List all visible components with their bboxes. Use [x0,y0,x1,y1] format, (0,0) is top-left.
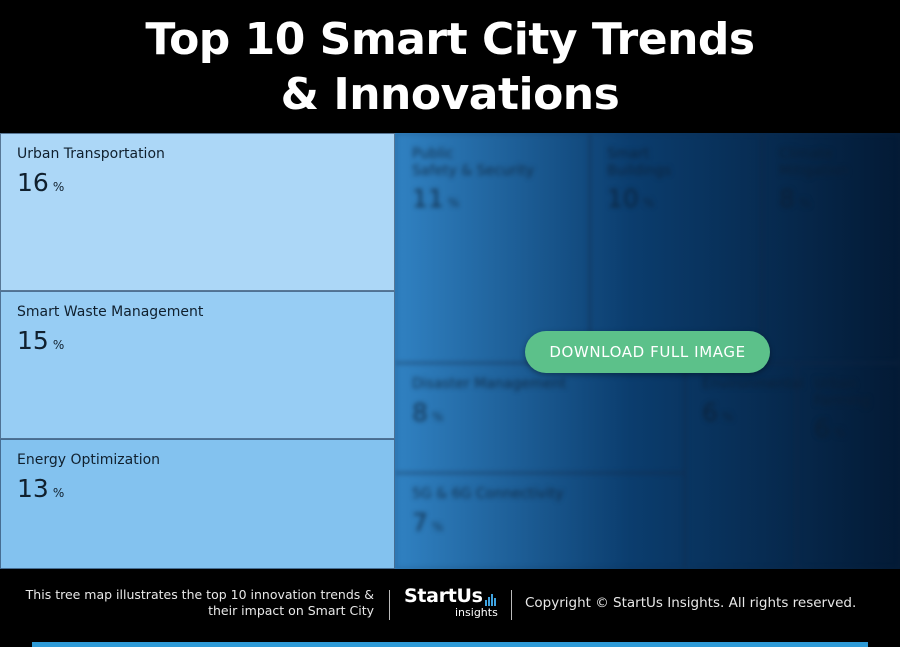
treemap-tile-disaster-management: Disaster Management 8% [395,363,685,473]
tile-label: Disaster Management [412,376,567,392]
treemap-tile-smart-waste-management: Smart Waste Management 15% [0,291,395,439]
tile-value-number: 16 [17,168,49,197]
treemap-tile-environmental: Environmental 6% [685,363,804,569]
tile-value-number: 7 [412,508,428,537]
description-line-1: This tree map illustrates the top 10 inn… [25,587,374,602]
tile-label: Smart Waste Management [17,304,204,320]
logo-subtitle: insights [455,606,498,619]
tile-value: 8% [412,398,443,432]
tile-value: 13% [17,474,64,508]
tile-value-number: 6 [702,398,718,427]
tile-value: 6% [702,398,733,432]
footer-divider-right [511,590,512,620]
tile-value: 10% [607,184,654,218]
tile-value: 6% [814,414,845,448]
header: Top 10 Smart City Trends & Innovations [0,0,900,133]
tile-value-unit: % [52,338,65,352]
bar-chart-icon [484,587,497,606]
tile-value: 7% [412,508,443,542]
tile-label: Smart Buildings [607,146,672,179]
tile-label: Environmental [702,376,804,392]
tile-value-unit: % [431,520,444,534]
tile-label: Public Safety & Security [412,146,535,179]
tile-value-number: 6 [814,414,830,443]
footer-divider-left [389,590,390,620]
description-line-2: their impact on Smart City [208,603,374,618]
tile-value-unit: % [431,410,444,424]
title-line-1: Top 10 Smart City Trends [145,13,755,65]
tile-label: Energy Optimization [17,452,161,468]
startus-insights-logo[interactable]: StartUs insights [404,585,504,625]
tile-value-unit: % [52,486,65,500]
tile-value-number: 11 [412,184,444,213]
tile-value-unit: % [447,196,460,210]
tile-label: Urban Transportation [17,146,165,162]
treemap-tile-smart-buildings: Smart Buildings 10% [590,133,762,363]
tile-value-unit: % [52,180,65,194]
download-full-image-button[interactable]: DOWNLOAD FULL IMAGE [525,331,770,373]
page-title: Top 10 Smart City Trends & Innovations [145,12,755,122]
footer: This tree map illustrates the top 10 inn… [0,569,900,647]
tile-value: 15% [17,326,64,360]
tile-value-number: 8 [779,184,795,213]
tile-value-number: 8 [412,398,428,427]
tile-label: Climate Mitigation [779,146,849,179]
tile-value: 8% [779,184,810,218]
treemap-tile-public-safety-security: Public Safety & Security 11% [395,133,590,363]
copyright-text: Copyright © StartUs Insights. All rights… [525,595,857,611]
tile-value-unit: % [642,196,655,210]
treemap-tile-5g-6g-connectivity: 5G & 6G Connectivity 7% [395,473,685,569]
tile-value-number: 13 [17,474,49,503]
treemap-tile-climate-mitigation: Climate Mitigation 8% [762,133,900,363]
tile-label: Urban Farming [814,376,871,409]
treemap-tile-urban-transportation: Urban Transportation 16% [0,133,395,291]
treemap-tile-urban-farming: Urban Farming 6% [797,363,900,569]
treemap-description: This tree map illustrates the top 10 inn… [14,587,374,619]
tile-value-unit: % [833,426,846,440]
tile-value: 16% [17,168,64,202]
tile-value-unit: % [721,410,734,424]
title-line-2: & Innovations [280,68,620,120]
logo-wordmark: StartUs [404,585,483,607]
tile-value-number: 10 [607,184,639,213]
tile-label: 5G & 6G Connectivity [412,486,564,502]
bottom-accent-bar [32,642,868,647]
tile-value-number: 15 [17,326,49,355]
tile-value: 11% [412,184,459,218]
treemap-tile-energy-optimization: Energy Optimization 13% [0,439,395,569]
tile-value-unit: % [798,196,811,210]
